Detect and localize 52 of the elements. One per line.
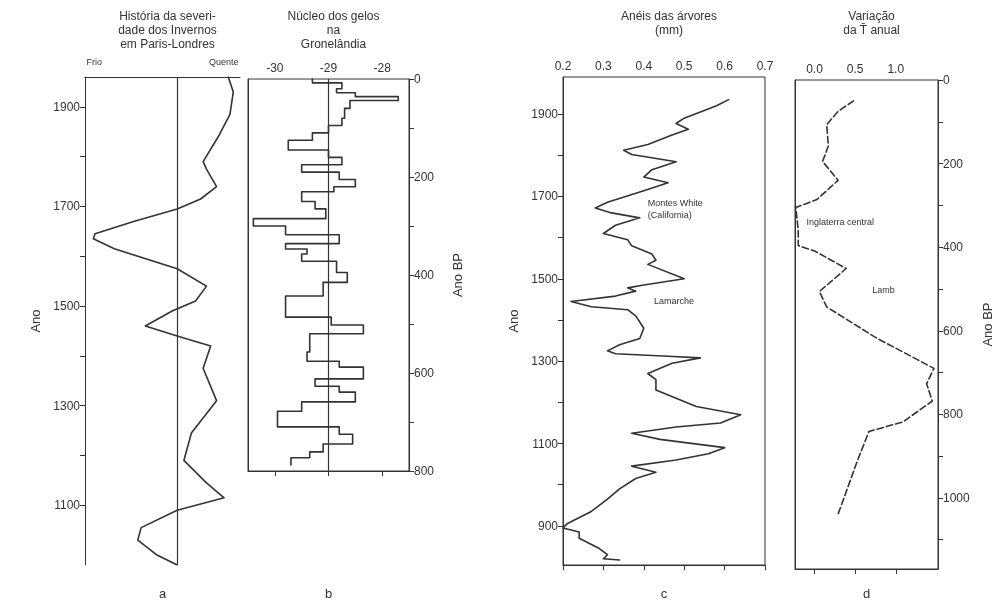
x-tick-label: 0.4 <box>635 59 653 73</box>
y2-tick-label: 0 <box>943 73 950 87</box>
x-axis-title: b <box>324 586 333 601</box>
y-tick-label: 1100 <box>532 436 559 451</box>
annotation: Montes White (California) <box>647 197 703 220</box>
y-tick-label: 1300 <box>53 398 81 413</box>
text: Frio <box>86 57 103 68</box>
y-tick-label: 1100 <box>54 498 81 513</box>
y2-tick-label: 400 <box>943 240 964 255</box>
chart-title: História da severi- dade dos Invernos em Paris-Londres <box>118 9 217 51</box>
y2-tick-label: 600 <box>943 323 964 338</box>
y-tick-label: 1700 <box>53 199 81 214</box>
y-tick-label: 1700 <box>531 189 559 204</box>
y2-tick-label: 800 <box>414 464 435 478</box>
x-tick-label: 0.5 <box>846 62 864 76</box>
y-axis-title: Ano <box>506 309 522 333</box>
x-tick-label: 0.0 <box>806 62 824 76</box>
annotation: Lamarche <box>653 296 694 307</box>
y2-tick-label: 200 <box>414 170 435 184</box>
y-axis-title: Ano <box>28 309 44 333</box>
x-tick-label: 0.5 <box>675 59 693 73</box>
x-axis-title: d <box>862 586 871 601</box>
x-tick-label: 0.2 <box>554 59 572 73</box>
y2-tick-label: 400 <box>414 268 435 282</box>
chart-title: Variação da T̄ anual <box>843 9 900 37</box>
x-axis-title: a <box>158 586 167 601</box>
x-tick-label: -30 <box>266 61 284 75</box>
y2-tick-label: 800 <box>943 407 964 422</box>
y2-axis-title: Ano BP <box>450 252 465 298</box>
y2-tick-label: 600 <box>414 366 435 380</box>
text: Quente <box>208 57 239 68</box>
x-tick-label: 0.3 <box>595 59 613 73</box>
x-tick-label: 0.6 <box>716 59 734 73</box>
y2-tick-label: 0 <box>414 72 421 86</box>
annotation: Lamb <box>872 285 895 296</box>
y-tick-label: 1900 <box>53 99 81 114</box>
annotation: Inglaterra central <box>806 216 874 227</box>
y-tick-label: 1500 <box>531 271 559 286</box>
x-tick-label: 1.0 <box>887 62 905 76</box>
chart-title: Anéis das árvores (mm) <box>620 9 718 37</box>
chart-title: Núcleo dos gelos na Gronelândia <box>287 9 380 51</box>
x-tick-label: -29 <box>319 61 338 75</box>
x-tick-label: -28 <box>373 61 392 75</box>
x-tick-label: 0.7 <box>756 59 774 73</box>
y2-axis-title: Ano BP <box>979 302 995 347</box>
y-tick-label: 1900 <box>531 107 559 122</box>
y2-tick-label: 200 <box>943 156 964 171</box>
y2-tick-label: 1000 <box>943 490 971 505</box>
x-axis-title: c <box>660 586 668 601</box>
y-tick-label: 1500 <box>53 299 81 314</box>
y-tick-label: 900 <box>537 518 559 533</box>
y-tick-label: 1300 <box>531 354 559 369</box>
